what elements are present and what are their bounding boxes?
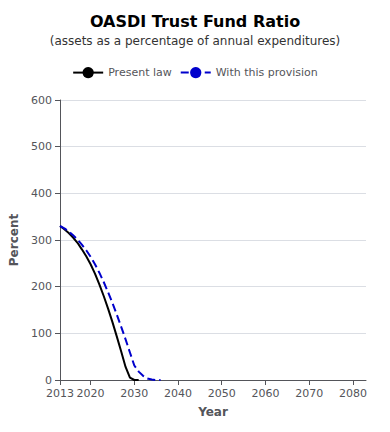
svg-text:Present law: Present law [108,66,172,79]
svg-text:600: 600 [31,94,52,107]
svg-text:With this provision: With this provision [216,66,318,79]
svg-text:100: 100 [31,327,52,340]
svg-text:500: 500 [31,140,52,153]
svg-text:300: 300 [31,234,52,247]
svg-text:(assets as a percentage of ann: (assets as a percentage of annual expend… [50,34,341,48]
svg-text:Year: Year [197,405,228,419]
svg-text:2080: 2080 [339,387,367,400]
svg-text:2013: 2013 [46,387,74,400]
svg-text:2030: 2030 [120,387,148,400]
svg-text:2060: 2060 [251,387,279,400]
svg-text:2020: 2020 [77,387,105,400]
svg-text:2040: 2040 [164,387,192,400]
svg-text:200: 200 [31,280,52,293]
svg-text:0: 0 [45,374,52,387]
svg-text:400: 400 [31,187,52,200]
svg-text:OASDI Trust Fund Ratio: OASDI Trust Fund Ratio [90,12,300,31]
svg-text:2070: 2070 [295,387,323,400]
svg-text:2050: 2050 [208,387,236,400]
svg-text:Percent: Percent [7,214,21,267]
